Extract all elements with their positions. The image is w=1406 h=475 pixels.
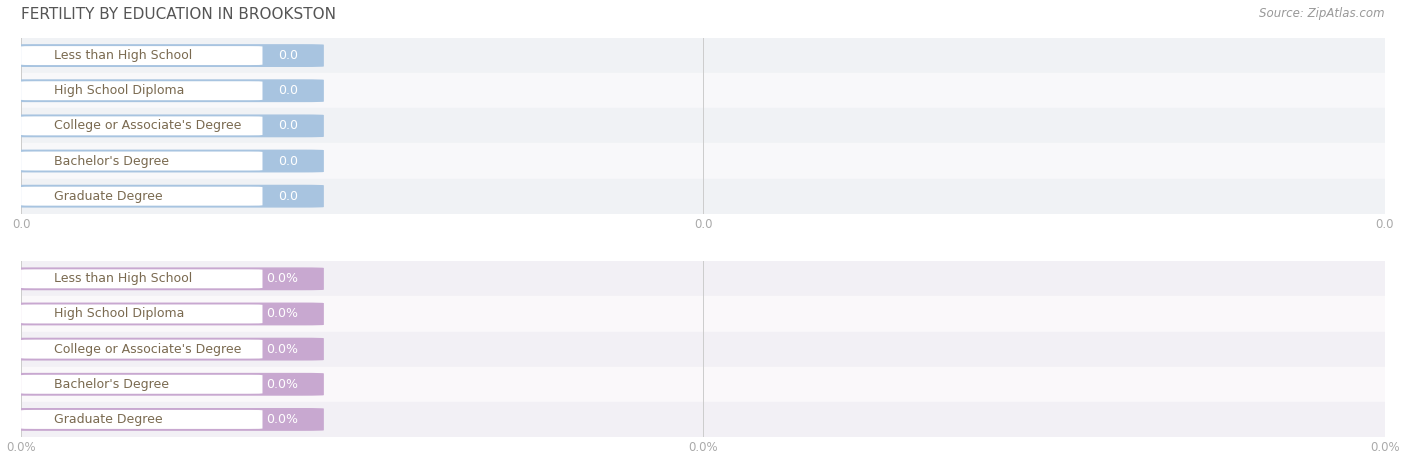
Text: 0.0%: 0.0% — [266, 378, 298, 391]
Text: 0.0: 0.0 — [278, 84, 298, 97]
Bar — [21, 179, 1385, 214]
Bar — [21, 143, 1385, 179]
Bar — [21, 38, 1385, 73]
Bar — [21, 261, 1385, 296]
FancyBboxPatch shape — [11, 114, 323, 137]
FancyBboxPatch shape — [11, 185, 323, 208]
Text: FERTILITY BY EDUCATION IN BROOKSTON: FERTILITY BY EDUCATION IN BROOKSTON — [21, 7, 336, 22]
Text: 0.0: 0.0 — [278, 154, 298, 168]
Text: 0.0: 0.0 — [278, 190, 298, 203]
FancyBboxPatch shape — [21, 410, 263, 429]
Bar — [21, 296, 1385, 332]
Text: 0.0%: 0.0% — [266, 342, 298, 356]
FancyBboxPatch shape — [11, 267, 323, 290]
FancyBboxPatch shape — [11, 338, 323, 361]
FancyBboxPatch shape — [21, 116, 263, 135]
Text: College or Associate's Degree: College or Associate's Degree — [53, 119, 242, 133]
FancyBboxPatch shape — [11, 44, 323, 67]
Text: 0.0%: 0.0% — [266, 307, 298, 321]
Text: College or Associate's Degree: College or Associate's Degree — [53, 342, 242, 356]
FancyBboxPatch shape — [11, 79, 323, 102]
FancyBboxPatch shape — [11, 373, 323, 396]
Text: Graduate Degree: Graduate Degree — [53, 413, 163, 426]
FancyBboxPatch shape — [21, 304, 263, 323]
FancyBboxPatch shape — [21, 46, 263, 65]
FancyBboxPatch shape — [21, 375, 263, 394]
Text: 0.0%: 0.0% — [266, 272, 298, 285]
FancyBboxPatch shape — [11, 150, 323, 172]
FancyBboxPatch shape — [21, 81, 263, 100]
Text: 0.0: 0.0 — [278, 119, 298, 133]
Text: Graduate Degree: Graduate Degree — [53, 190, 163, 203]
Bar — [21, 402, 1385, 437]
Text: High School Diploma: High School Diploma — [53, 84, 184, 97]
FancyBboxPatch shape — [21, 187, 263, 206]
Bar — [21, 332, 1385, 367]
FancyBboxPatch shape — [21, 152, 263, 171]
FancyBboxPatch shape — [21, 269, 263, 288]
Text: Bachelor's Degree: Bachelor's Degree — [53, 154, 169, 168]
Text: 0.0: 0.0 — [278, 49, 298, 62]
Bar — [21, 108, 1385, 143]
Bar — [21, 367, 1385, 402]
Text: Bachelor's Degree: Bachelor's Degree — [53, 378, 169, 391]
Text: Less than High School: Less than High School — [53, 49, 193, 62]
Bar — [21, 73, 1385, 108]
Text: Source: ZipAtlas.com: Source: ZipAtlas.com — [1260, 7, 1385, 20]
FancyBboxPatch shape — [11, 303, 323, 325]
Text: Less than High School: Less than High School — [53, 272, 193, 285]
FancyBboxPatch shape — [21, 340, 263, 359]
Text: High School Diploma: High School Diploma — [53, 307, 184, 321]
FancyBboxPatch shape — [11, 408, 323, 431]
Text: 0.0%: 0.0% — [266, 413, 298, 426]
